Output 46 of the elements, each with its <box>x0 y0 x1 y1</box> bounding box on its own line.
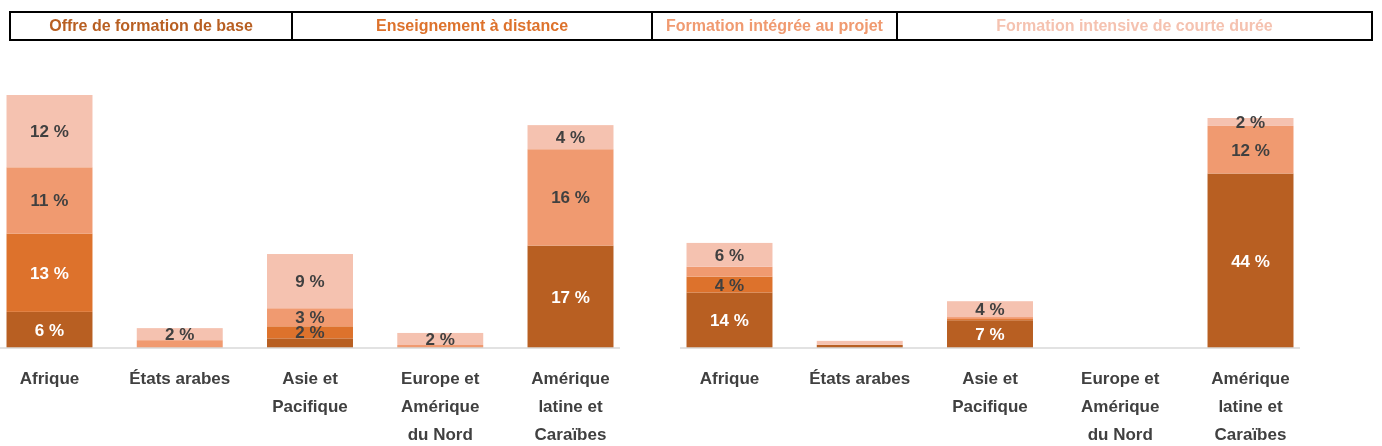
data-label: 11 % <box>30 191 69 211</box>
bar <box>6 167 93 234</box>
x-tick-label: Europe et Amérique du Nord <box>1081 369 1160 444</box>
bar <box>6 233 93 312</box>
bar <box>267 254 353 309</box>
data-label: 6 % <box>34 320 65 340</box>
data-label: 12 % <box>30 122 69 142</box>
data-label: 2 % <box>1235 112 1266 132</box>
x-tick-label: Europe et Amérique du Nord <box>401 369 480 444</box>
x-tick-label: Amérique latine et Caraïbes <box>1211 369 1290 444</box>
bar <box>686 242 773 267</box>
data-label: 12 % <box>1231 140 1270 160</box>
x-tick-label: Afrique <box>699 369 760 388</box>
bar <box>6 95 93 168</box>
text: Offre de formation de base <box>49 17 253 34</box>
x-tick-label: Asie et Pacifique <box>272 369 348 416</box>
x-tick-label: États arabes <box>809 369 911 388</box>
data-label: 7 % <box>975 325 1005 345</box>
bar <box>686 266 773 277</box>
data-label: 2 % <box>295 323 325 343</box>
data-label: 14 % <box>710 311 749 331</box>
data-label: 13 % <box>30 263 69 283</box>
bar <box>527 245 614 348</box>
data-label: 2 % <box>165 325 195 345</box>
data-label: 44 % <box>1231 251 1270 271</box>
text: Formation intensive de courte durée <box>996 17 1273 34</box>
bar <box>816 340 903 345</box>
data-label: 17 % <box>551 287 590 307</box>
data-label: 6 % <box>714 245 745 265</box>
bar <box>1207 173 1294 348</box>
x-tick-label: Afrique <box>19 369 80 388</box>
bar <box>267 338 353 348</box>
x-tick-label: Amérique latine et Caraïbes <box>531 369 610 444</box>
data-label: 4 % <box>714 275 745 295</box>
data-label: 9 % <box>295 272 325 292</box>
x-tick-label: États arabes <box>129 369 231 388</box>
data-label: 16 % <box>551 188 590 208</box>
data-label: 2 % <box>425 329 455 349</box>
bar <box>527 149 614 246</box>
bar <box>686 292 773 348</box>
text: Enseignement à distance <box>375 17 569 34</box>
bar <box>947 320 1033 348</box>
x-tick-label: Asie et Pacifique <box>952 369 1028 416</box>
data-label: 4 % <box>555 128 586 148</box>
text: Formation intégrée au projet <box>666 17 884 34</box>
data-label: 4 % <box>975 300 1005 320</box>
